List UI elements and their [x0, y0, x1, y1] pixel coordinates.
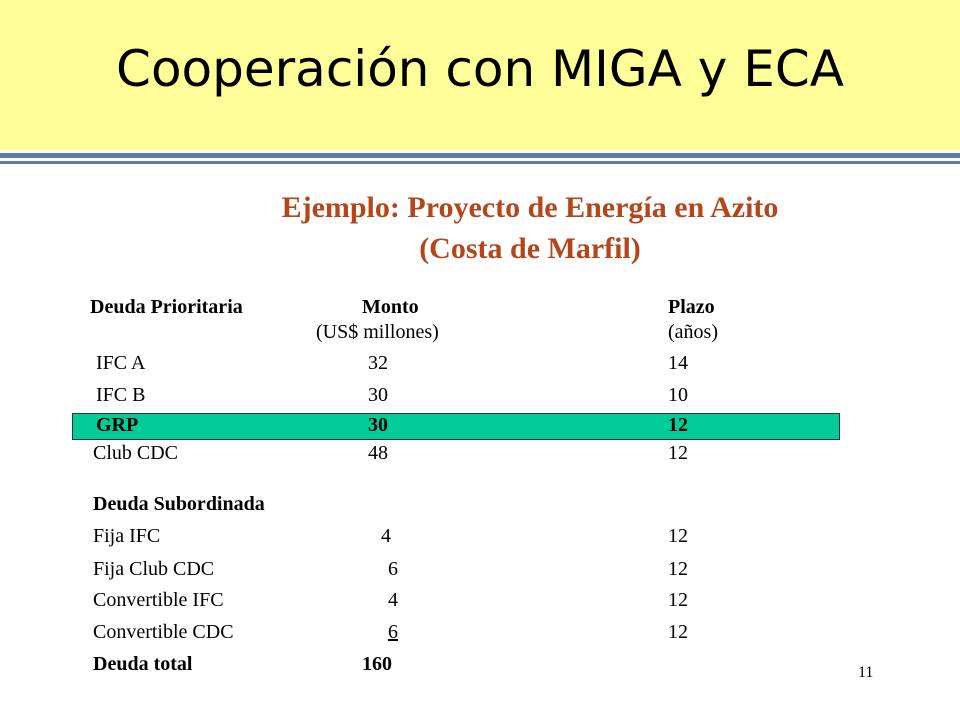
row-amount: 6 — [388, 621, 398, 643]
row-term: 12 — [668, 442, 688, 464]
row-name: Convertible CDC — [93, 621, 234, 643]
row-name: Convertible IFC — [93, 589, 224, 611]
row-amount: 32 — [368, 352, 388, 374]
row-term: 12 — [668, 525, 688, 547]
row-amount: 6 — [388, 558, 398, 580]
slide-title: Cooperación con MIGA y ECA — [116, 40, 844, 98]
row-amount: 48 — [368, 442, 388, 464]
row-term: 12 — [668, 589, 688, 611]
header-senior-debt: Deuda Prioritaria — [90, 296, 243, 318]
row-amount: 30 — [368, 384, 388, 406]
row-term: 14 — [668, 352, 688, 374]
row-amount: 4 — [388, 589, 398, 611]
row-amount: 4 — [381, 525, 391, 547]
row-term: 12 — [668, 621, 688, 643]
header-amount: Monto — [362, 296, 419, 318]
row-term: 12 — [668, 558, 688, 580]
page-number: 11 — [858, 664, 874, 681]
total-amount: 160 — [362, 653, 392, 675]
row-name: Fija Club CDC — [93, 558, 215, 580]
row-term: 12 — [668, 414, 688, 436]
divider-thin — [0, 161, 960, 164]
example-title-line1: Ejemplo: Proyecto de Energía en Azito — [281, 191, 779, 224]
example-title-line2: (Costa de Marfil) — [419, 232, 641, 265]
row-name: IFC A — [96, 352, 146, 374]
subordinated-heading: Deuda Subordinada — [93, 493, 265, 515]
row-term: 10 — [668, 384, 688, 406]
header-term: Plazo — [668, 296, 715, 318]
row-name: Club CDC — [93, 442, 179, 464]
highlight-row-grp — [72, 413, 840, 440]
header-term-unit: (años) — [668, 321, 718, 343]
row-name: IFC B — [96, 384, 146, 406]
row-amount: 30 — [368, 414, 388, 436]
header-amount-unit: (US$ millones) — [316, 321, 439, 343]
row-name: GRP — [96, 414, 139, 436]
title-band — [0, 0, 960, 150]
divider-thick — [0, 153, 960, 158]
row-name: Fija IFC — [93, 525, 161, 547]
total-label: Deuda total — [93, 653, 193, 675]
